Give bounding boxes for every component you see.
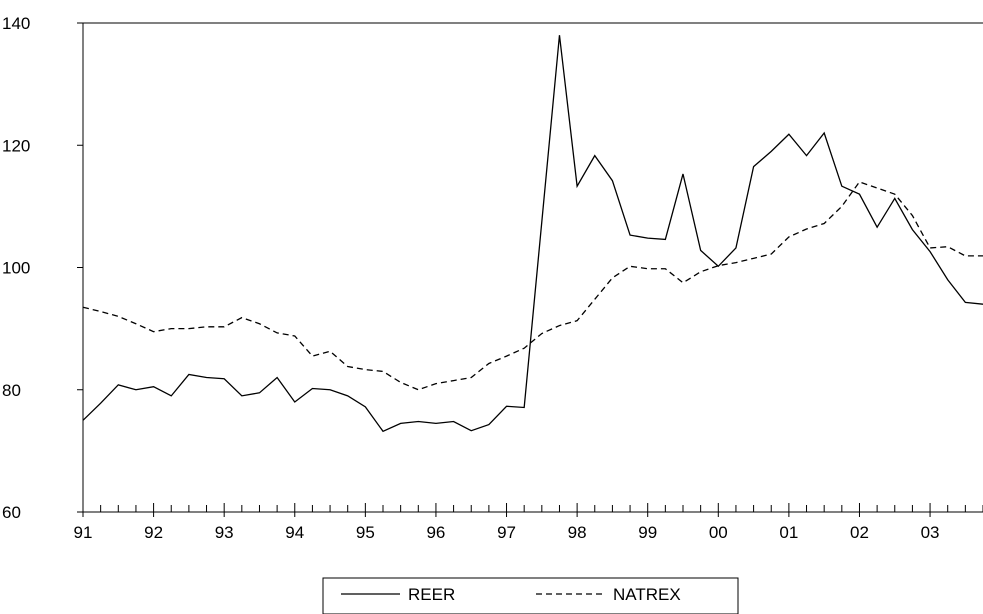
y-tick-label: 140 xyxy=(2,14,30,33)
legend-label-natrex: NATREX xyxy=(613,585,681,604)
y-tick-label: 80 xyxy=(2,381,21,400)
y-tick-label: 120 xyxy=(2,136,30,155)
series-line-natrex xyxy=(82,181,983,391)
y-axis: 60 80 100 120 140 xyxy=(2,14,83,522)
x-tick-label: 00 xyxy=(709,523,728,542)
x-tick-label: 96 xyxy=(426,523,445,542)
x-tick-label: 01 xyxy=(779,523,798,542)
x-tick-label: 93 xyxy=(215,523,234,542)
x-tick-label: 03 xyxy=(921,523,940,542)
series-line-reer xyxy=(82,35,983,433)
x-tick-label: 94 xyxy=(285,523,304,542)
x-axis: 91 92 93 94 95 96 97 98 99 00 01 02 03 xyxy=(74,503,983,542)
x-tick-label: 91 xyxy=(74,523,93,542)
y-tick-label: 100 xyxy=(2,259,30,278)
x-tick-label: 98 xyxy=(568,523,587,542)
x-tick-label: 95 xyxy=(356,523,375,542)
legend-box xyxy=(322,577,739,614)
y-tick-label: 60 xyxy=(2,503,21,522)
x-tick-label: 92 xyxy=(144,523,163,542)
legend: REER NATREX xyxy=(322,577,739,614)
x-tick-label: 02 xyxy=(850,523,869,542)
series-layer xyxy=(82,35,983,433)
x-tick-label: 99 xyxy=(638,523,657,542)
x-tick-label: 97 xyxy=(497,523,516,542)
legend-label-reer: REER xyxy=(408,585,455,604)
